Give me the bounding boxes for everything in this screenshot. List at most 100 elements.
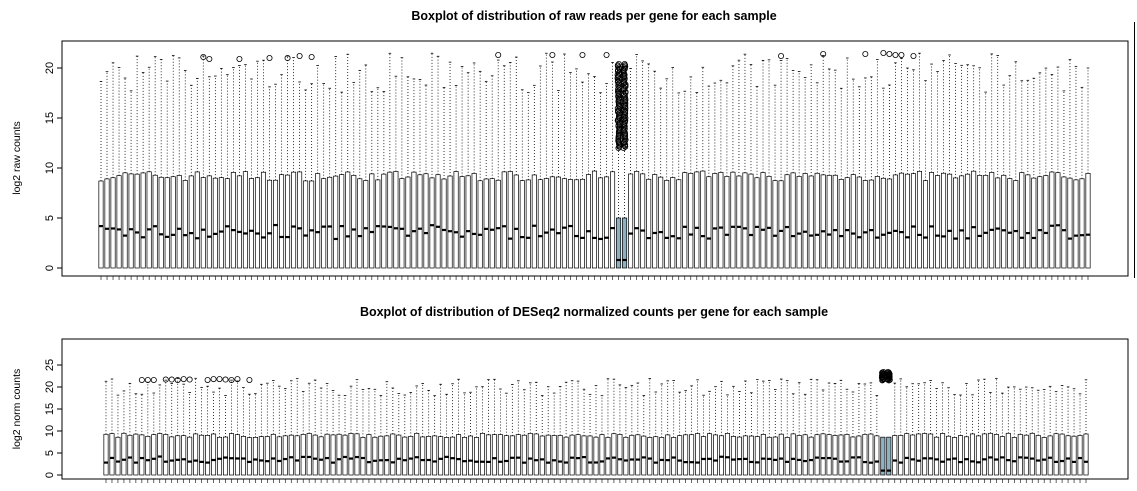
box [170, 176, 176, 269]
box [874, 176, 880, 269]
box [862, 433, 868, 476]
box [236, 175, 242, 269]
box [300, 433, 306, 476]
box [531, 174, 537, 269]
box [348, 433, 354, 476]
box [892, 435, 898, 476]
y-tick-label: 10 [44, 425, 56, 437]
outlier-point [168, 376, 175, 383]
box [503, 435, 509, 476]
box [760, 434, 766, 476]
box [291, 171, 297, 269]
box [158, 176, 164, 269]
box [742, 172, 748, 269]
outlier-point [174, 376, 181, 383]
outlier-point [898, 52, 905, 59]
box [324, 433, 330, 476]
box [513, 174, 519, 269]
box [1083, 433, 1089, 476]
box [850, 436, 856, 476]
box [1065, 435, 1071, 476]
box [706, 176, 712, 269]
normalized-counts-x-axis [105, 479, 1087, 483]
box [826, 174, 832, 269]
box [127, 434, 133, 476]
box [306, 433, 312, 476]
box [399, 178, 405, 269]
box [252, 436, 258, 476]
box [724, 433, 730, 476]
box [969, 433, 975, 476]
box [928, 433, 934, 476]
box [228, 433, 234, 476]
box [724, 176, 730, 269]
box [294, 435, 300, 476]
box [218, 177, 224, 269]
box [372, 436, 378, 476]
box [665, 434, 671, 476]
box [420, 436, 426, 476]
box [176, 175, 182, 269]
box [981, 433, 987, 476]
outlier-point [603, 52, 610, 59]
box [360, 437, 366, 476]
box [916, 433, 922, 476]
box [212, 177, 218, 269]
box [946, 435, 952, 476]
box [778, 180, 784, 269]
box [515, 434, 521, 476]
box [199, 434, 205, 476]
box [369, 173, 375, 269]
box [465, 175, 471, 269]
box [573, 179, 579, 269]
box [922, 180, 929, 269]
box [832, 174, 838, 269]
raw-counts-y-axis-label: log2 raw counts [11, 121, 23, 195]
box [450, 436, 456, 476]
box [200, 177, 206, 269]
box [240, 436, 246, 476]
normalized-counts-boxes [103, 368, 1089, 476]
box [707, 433, 713, 476]
box [629, 434, 635, 476]
box [844, 434, 850, 476]
box [1053, 433, 1059, 476]
box [140, 172, 146, 269]
box [98, 180, 104, 269]
box [772, 180, 778, 269]
box [246, 437, 252, 476]
box [366, 434, 372, 476]
box [754, 177, 760, 269]
box [1029, 432, 1035, 476]
box [1007, 178, 1013, 269]
outlier-point [210, 376, 217, 383]
box [941, 172, 947, 269]
outlier-point [614, 62, 621, 69]
box [641, 435, 647, 476]
box [1085, 173, 1091, 269]
box [336, 433, 342, 476]
box [701, 436, 707, 476]
box [1055, 172, 1061, 269]
box [659, 437, 665, 476]
box [146, 171, 152, 269]
box [485, 434, 491, 476]
box [581, 435, 587, 476]
box [694, 171, 700, 269]
box [248, 178, 254, 269]
outlier-point [296, 53, 303, 60]
raw-counts-boxes [98, 50, 1091, 269]
box [658, 176, 664, 269]
box [104, 178, 110, 269]
box [868, 179, 874, 269]
box [1011, 437, 1017, 476]
box [754, 436, 760, 476]
box [1001, 174, 1007, 269]
box [784, 174, 790, 269]
outlier-point [308, 54, 315, 61]
box [1073, 179, 1079, 269]
box [844, 177, 850, 269]
box [1059, 433, 1065, 476]
box [509, 435, 515, 476]
box [670, 177, 676, 269]
